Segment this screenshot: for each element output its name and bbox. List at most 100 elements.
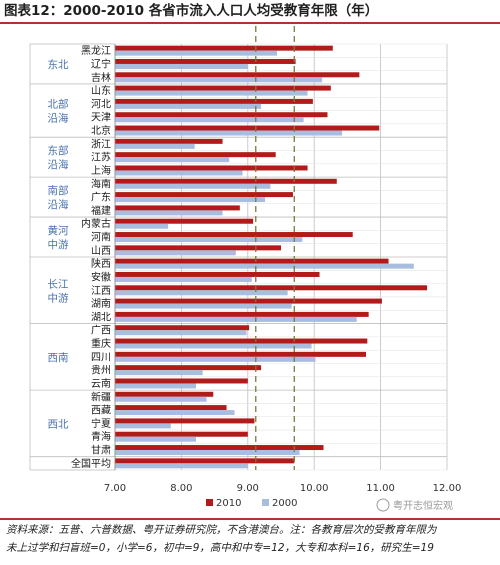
category-label-25: 云南 [91, 377, 111, 390]
legend-label-2010: 2010 [216, 498, 241, 509]
bar-2010-27 [115, 405, 227, 411]
group-label-2-0: 东部 [48, 144, 69, 157]
bar-2000-30 [115, 450, 300, 456]
bar-2010-25 [115, 378, 248, 384]
bar-2010-17 [115, 271, 320, 277]
bar-2000-5 [115, 117, 304, 123]
bar-2000-7 [115, 143, 195, 149]
group-label-5-0: 长江 [48, 278, 69, 290]
category-label-28: 宁夏 [91, 417, 111, 430]
bar-2000-6 [115, 130, 343, 136]
bar-2000-8 [115, 157, 230, 163]
group-label-1-0: 北部 [48, 98, 69, 111]
category-label-20: 湖北 [91, 311, 111, 323]
bar-2010-21 [115, 325, 250, 331]
bar-2010-10 [115, 178, 337, 184]
bar-2010-16 [115, 258, 389, 264]
category-label-3: 山东 [91, 84, 111, 97]
bar-2000-15 [115, 250, 236, 256]
group-label-3-0: 南部 [48, 184, 69, 197]
group-label-1-1: 沿海 [48, 112, 69, 125]
bar-2010-9 [115, 165, 308, 171]
category-label-6: 北京 [91, 124, 111, 137]
bar-2000-3 [115, 90, 308, 96]
group-label-2-1: 沿海 [48, 158, 69, 171]
bar-2010-6 [115, 125, 380, 131]
bar-2000-13 [115, 223, 169, 229]
source-note-line-1: 资料来源：五普、六普数据、粤开证券研究院，不含港澳台。注：各教育层次的受教育年限… [6, 524, 437, 536]
category-label-29: 青海 [91, 430, 111, 443]
bar-2010-3 [115, 85, 331, 91]
x-tick-label-2: 9.00 [237, 483, 259, 494]
bar-2000-4 [115, 103, 262, 109]
bar-2000-28 [115, 423, 171, 429]
category-label-12: 福建 [91, 204, 111, 217]
group-label-4-1: 中游 [48, 238, 69, 251]
bar-2000-22 [115, 343, 312, 349]
category-label-30: 甘肃 [91, 444, 111, 457]
category-label-16: 陕西 [91, 257, 111, 270]
bar-2010-13 [115, 218, 254, 224]
bar-2000-27 [115, 410, 235, 416]
category-label-23: 四川 [91, 352, 111, 363]
bar-2010-31 [115, 458, 295, 464]
watermark-icon [376, 498, 390, 512]
bar-2010-29 [115, 431, 248, 437]
category-label-24: 贵州 [91, 364, 111, 377]
category-label-9: 上海 [91, 164, 111, 177]
x-tick-label-1: 8.00 [170, 483, 192, 494]
bar-2010-12 [115, 205, 240, 211]
bar-2000-11 [115, 197, 266, 203]
legend-swatch-2010 [206, 499, 213, 506]
legend-label-2000: 2000 [272, 498, 297, 509]
bar-2010-14 [115, 232, 353, 238]
bar-2000-25 [115, 383, 197, 389]
bar-2000-16 [115, 263, 414, 269]
bar-2000-2 [115, 77, 323, 83]
group-label-0-0: 东北 [48, 58, 69, 71]
bar-2000-24 [115, 370, 203, 376]
category-label-31: 全国平均 [71, 457, 111, 470]
x-tick-label-3: 10.00 [300, 483, 329, 494]
x-tick-label-5: 12.00 [433, 483, 462, 494]
bar-2010-0 [115, 45, 333, 51]
category-label-7: 浙江 [91, 138, 111, 150]
bar-2010-4 [115, 98, 313, 104]
category-label-0: 黑龙江 [81, 44, 111, 57]
category-label-18: 江西 [91, 285, 111, 297]
bar-2010-7 [115, 138, 223, 144]
category-label-26: 新疆 [91, 390, 111, 403]
group-label-7-0: 西北 [48, 418, 69, 430]
bar-2000-23 [115, 356, 316, 362]
category-label-1: 辽宁 [91, 57, 111, 70]
category-label-11: 广东 [91, 191, 111, 204]
category-label-13: 内蒙古 [81, 217, 111, 230]
bar-2010-1 [115, 58, 296, 64]
bar-2000-20 [115, 316, 357, 322]
x-tick-label-4: 11.00 [366, 483, 395, 494]
legend-swatch-2000 [262, 499, 269, 506]
bar-2010-15 [115, 245, 281, 251]
bar-2000-21 [115, 330, 247, 336]
bar-2010-8 [115, 152, 276, 158]
group-label-3-1: 沿海 [48, 198, 69, 211]
source-note-line-2: 未上过学和扫盲班=0，小学=6，初中=9，高中和中专=12，大专和本科=16，研… [6, 542, 434, 554]
group-label-4-0: 黄河 [48, 224, 69, 237]
bar-2000-19 [115, 303, 292, 309]
bar-2000-10 [115, 183, 271, 189]
category-label-22: 重庆 [91, 337, 111, 350]
category-label-15: 山西 [91, 245, 111, 257]
bar-2010-20 [115, 311, 369, 317]
category-label-21: 广西 [91, 325, 111, 337]
bar-2010-11 [115, 192, 293, 198]
bar-2010-23 [115, 351, 366, 357]
bar-2010-22 [115, 338, 368, 344]
bar-2010-18 [115, 285, 428, 291]
category-label-2: 吉林 [91, 71, 111, 84]
bar-2010-26 [115, 391, 214, 397]
category-label-4: 河北 [91, 98, 111, 110]
chart-title: 图表12：2000-2010 各省市流入人口人均受教育年限（年） [4, 3, 379, 19]
category-label-10: 海南 [91, 177, 111, 190]
